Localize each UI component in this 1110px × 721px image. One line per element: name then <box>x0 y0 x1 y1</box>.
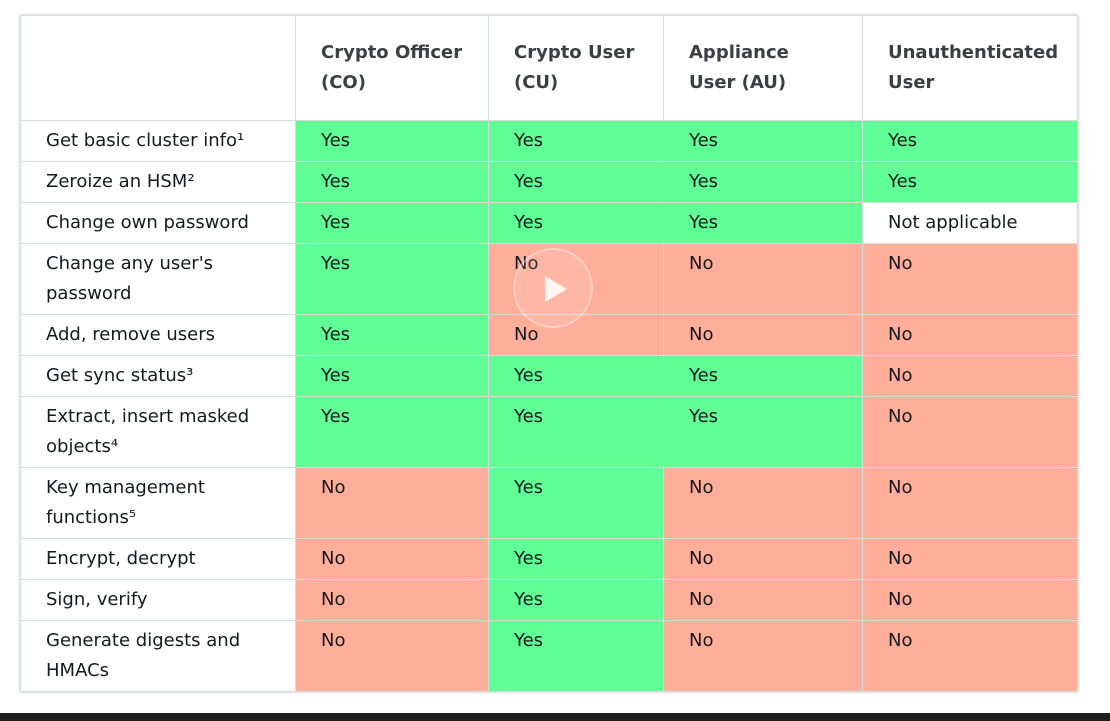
table-row: Extract, insert masked objects⁴ Yes Yes Yes… <box>20 396 1078 468</box>
table-row: Sign, verify No Yes No No <box>20 579 1078 621</box>
header-crypto-user: Crypto User (CU) <box>488 15 664 121</box>
permission-cell-no: No <box>862 538 1078 580</box>
permission-cell-no: No <box>862 579 1078 621</box>
permission-cell-no: No <box>663 243 863 315</box>
permission-cell-no: No <box>295 467 489 539</box>
row-label: Zeroize an HSM² <box>20 161 296 203</box>
permission-cell-yes: Yes <box>862 120 1078 162</box>
permission-cell-yes: Yes <box>663 120 863 162</box>
permission-cell-yes: Yes <box>488 538 664 580</box>
permission-cell-yes: Yes <box>862 161 1078 203</box>
permission-cell-yes: Yes <box>663 396 863 468</box>
permission-cell-yes: Yes <box>488 161 664 203</box>
permission-cell-no: No <box>663 579 863 621</box>
permission-cell-no: No <box>663 467 863 539</box>
table-row: Get sync status³ Yes Yes Yes No <box>20 355 1078 397</box>
permission-cell-no: No <box>663 538 863 580</box>
permission-cell-yes: Yes <box>488 620 664 692</box>
row-label: Add, remove users <box>20 314 296 356</box>
row-label: Encrypt, decrypt <box>20 538 296 580</box>
permission-cell-yes: Yes <box>663 161 863 203</box>
permission-cell-yes: Yes <box>488 355 664 397</box>
permission-cell-yes: Yes <box>663 355 863 397</box>
permission-cell-no: No <box>862 620 1078 692</box>
permission-cell-yes: Yes <box>295 243 489 315</box>
permission-cell-no: No <box>295 620 489 692</box>
row-label: Get sync status³ <box>20 355 296 397</box>
table-row: Generate digests and HMACs No Yes No No <box>20 620 1078 692</box>
header-appliance-user: Appliance User (AU) <box>663 15 863 121</box>
permission-cell-yes: Yes <box>295 355 489 397</box>
permission-cell-yes: Yes <box>295 202 489 244</box>
permission-cell-yes: Yes <box>488 579 664 621</box>
play-button[interactable] <box>513 248 593 328</box>
permission-cell-no: No <box>295 538 489 580</box>
row-label: Extract, insert masked objects⁴ <box>20 396 296 468</box>
table-row: Encrypt, decrypt No Yes No No <box>20 538 1078 580</box>
header-unauthenticated-user: Unauthenticated User <box>862 15 1078 121</box>
permission-cell-no: No <box>295 579 489 621</box>
permission-cell-no: No <box>862 355 1078 397</box>
permission-cell-yes: Yes <box>295 396 489 468</box>
table-row: Zeroize an HSM² Yes Yes Yes Yes <box>20 161 1078 203</box>
video-bottom-bar <box>0 713 1110 721</box>
permission-cell-yes: Yes <box>295 120 489 162</box>
row-label: Get basic cluster info¹ <box>20 120 296 162</box>
permission-cell-no: No <box>663 314 863 356</box>
header-crypto-officer: Crypto Officer (CO) <box>295 15 489 121</box>
table-row: Change own password Yes Yes Yes Not applicab… <box>20 202 1078 244</box>
permission-cell-no: No <box>488 314 664 356</box>
row-label: Key management functions⁵ <box>20 467 296 539</box>
permission-cell-no: No <box>663 620 863 692</box>
permission-cell-yes: Yes <box>663 202 863 244</box>
permission-cell-yes: Yes <box>488 202 664 244</box>
permission-cell-yes: Yes <box>488 120 664 162</box>
row-label: Change own password <box>20 202 296 244</box>
header-row: Crypto Officer (CO) Crypto User (CU) App… <box>20 15 1078 121</box>
play-icon <box>545 276 567 302</box>
permission-cell-yes: Yes <box>488 396 664 468</box>
header-corner-cell <box>20 15 296 121</box>
permission-cell-no: No <box>862 314 1078 356</box>
permission-cell-yes: Yes <box>488 467 664 539</box>
row-label: Generate digests and HMACs <box>20 620 296 692</box>
table-body: Get basic cluster info¹ Yes Yes Yes Yes Zeroi… <box>20 120 1078 692</box>
row-label: Change any user's password <box>20 243 296 315</box>
table-row: Get basic cluster info¹ Yes Yes Yes Yes <box>20 120 1078 162</box>
row-label: Sign, verify <box>20 579 296 621</box>
permission-cell-yes: Yes <box>295 314 489 356</box>
permission-cell-not-applicable: Not applicable <box>862 202 1078 244</box>
table-row: Key management functions⁵ No Yes No No <box>20 467 1078 539</box>
permissions-table: Crypto Officer (CO) Crypto User (CU) App… <box>20 15 1078 692</box>
permission-cell-no: No <box>862 243 1078 315</box>
permission-cell-no: No <box>862 467 1078 539</box>
permission-cell-yes: Yes <box>295 161 489 203</box>
permission-cell-no: No <box>862 396 1078 468</box>
